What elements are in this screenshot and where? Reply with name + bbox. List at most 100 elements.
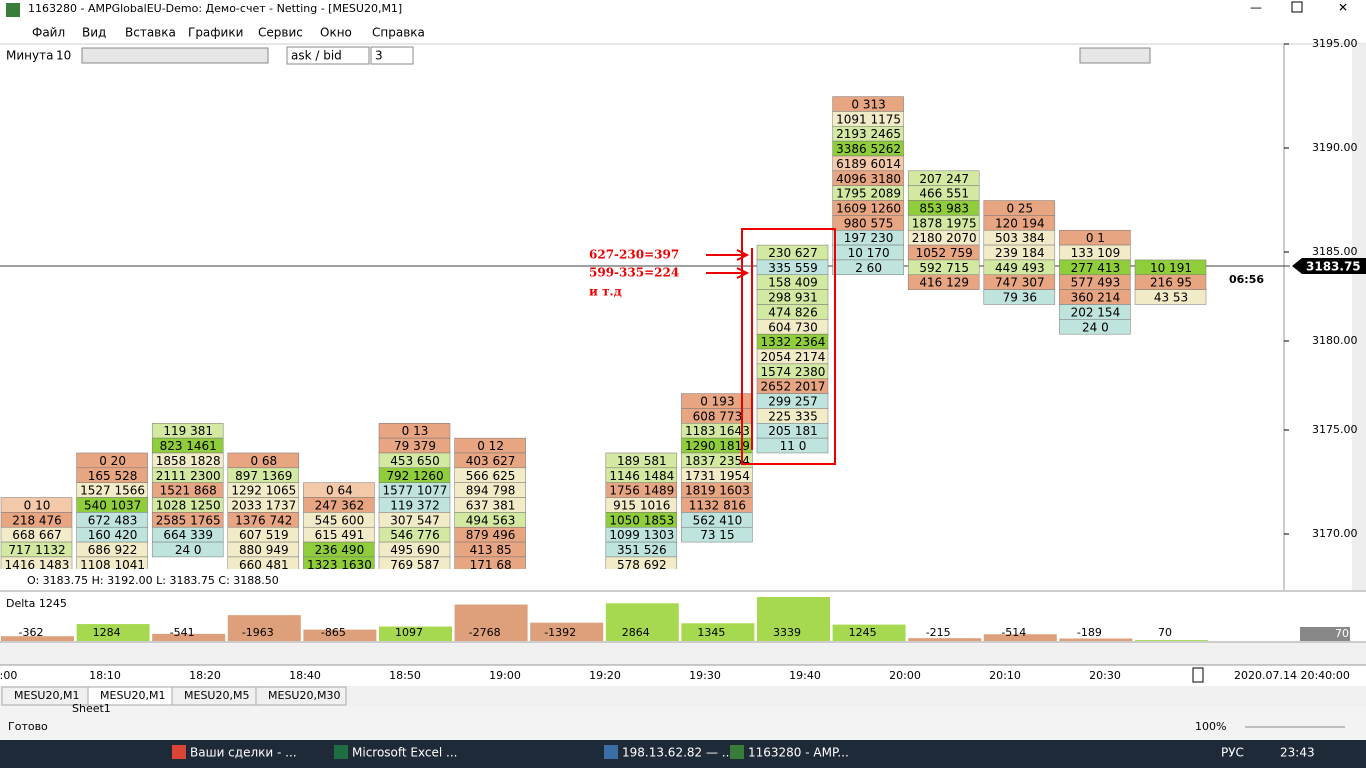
footprint-value: 495 690 — [390, 543, 440, 557]
mode-select[interactable] — [286, 46, 370, 65]
menu-item[interactable]: Вид — [82, 26, 106, 40]
delta-bar — [681, 623, 755, 641]
footprint-value: 236 490 — [315, 543, 365, 557]
maximize[interactable] — [1291, 1, 1303, 13]
footprint-value: 2585 1765 — [156, 513, 221, 527]
sheet[interactable]: Sheet1 — [72, 702, 111, 715]
timeframe[interactable]: Минута — [6, 49, 53, 63]
footprint-value: 1290 1819 — [685, 439, 750, 453]
footprint-value: 449 493 — [995, 261, 1045, 275]
footprint-value: 120 194 — [995, 216, 1045, 230]
delta-value: 1345 — [697, 626, 725, 639]
footprint-value: 604 730 — [768, 320, 818, 334]
footprint-value: 1837 2354 — [685, 454, 750, 468]
footprint-value: 1183 1643 — [685, 424, 750, 438]
taskbar — [0, 740, 1366, 768]
task-item[interactable]: Microsoft Excel ... — [352, 746, 457, 760]
scrollbar[interactable] — [1352, 44, 1366, 590]
task-icon — [334, 745, 348, 759]
delta-value: -1392 — [544, 626, 576, 639]
menu-item[interactable]: Вставка — [125, 26, 176, 40]
footprint-value: 503 384 — [995, 231, 1045, 245]
task-item[interactable]: 1163280 - AMP... — [748, 746, 849, 760]
minimize[interactable]: — — [1250, 1, 1262, 15]
footprint-value: 73 15 — [700, 528, 734, 542]
footprint-cell — [378, 556, 451, 569]
zoom: 100% — [1195, 720, 1226, 733]
footprint-value: 43 53 — [1154, 291, 1188, 305]
menu-item[interactable]: Справка — [372, 26, 425, 40]
price-label: 3185.00 — [1312, 245, 1358, 258]
mode[interactable]: ask / bid — [291, 49, 342, 63]
current-price-box — [1292, 258, 1366, 274]
price-label: 3190.00 — [1312, 141, 1358, 154]
footprint-cell — [76, 556, 148, 569]
footprint-value: 466 551 — [919, 187, 969, 201]
footprint-value: 1521 868 — [160, 484, 217, 498]
current-price: 3183.75 — [1306, 260, 1361, 274]
menu-item[interactable]: Сервис — [258, 26, 303, 40]
drawing-tools[interactable] — [81, 47, 269, 64]
footprint-cell — [605, 556, 678, 569]
footprint-value: 79 36 — [1003, 291, 1037, 305]
spacer — [0, 643, 1366, 665]
footprint-value: 299 257 — [768, 395, 818, 409]
task-item[interactable]: Ваши сделки - ... — [190, 746, 297, 760]
period[interactable]: 10 — [56, 49, 71, 63]
delta-value: -1963 — [242, 626, 274, 639]
close[interactable]: ✕ — [1338, 1, 1348, 15]
footprint-value: 668 667 — [12, 528, 62, 542]
menu-item[interactable]: Окно — [320, 26, 352, 40]
footprint-value: 2193 2465 — [836, 127, 901, 141]
scroll-marker — [1192, 667, 1204, 683]
delta-bar — [303, 629, 377, 641]
lang[interactable]: РУС — [1221, 746, 1244, 760]
footprint-value: 607 519 — [239, 528, 289, 542]
footprint-value: 416 129 — [919, 276, 969, 290]
delta-value: 1284 — [93, 626, 121, 639]
depth-spin[interactable] — [370, 46, 414, 65]
footprint-value: 2111 2300 — [156, 469, 221, 483]
tab-label: MESU20,M1 — [14, 689, 79, 702]
delta-bar — [76, 624, 150, 641]
menu-bar — [0, 22, 1366, 44]
footprint-value: 1132 816 — [689, 498, 746, 512]
footprint-value: 24 0 — [175, 543, 202, 557]
footprint-value: 608 773 — [693, 409, 743, 423]
delta-bar — [1, 636, 74, 641]
footprint-value: 133 109 — [1071, 246, 1121, 260]
task-item[interactable]: 198.13.62.82 — ... — [622, 746, 733, 760]
delta-value: -362 — [19, 626, 44, 639]
footprint-value: 894 798 — [466, 484, 516, 498]
annotation: 599-335=224 — [589, 266, 679, 280]
footprint-value: 915 1016 — [613, 498, 670, 512]
tool-buttons — [81, 47, 269, 64]
footprint-cell — [151, 541, 224, 558]
footprint-value: 664 339 — [163, 528, 213, 542]
task-icon — [172, 745, 186, 759]
footprint-value: 24 0 — [1082, 320, 1109, 334]
delta-bar — [832, 624, 906, 641]
footprint-cell — [907, 274, 980, 290]
footprint-value: 578 692 — [617, 558, 667, 572]
footprint-value: 1416 1483 — [5, 558, 70, 572]
footprint-value: 3386 5262 — [836, 142, 901, 156]
tab[interactable] — [255, 686, 347, 706]
title-bar — [0, 0, 1366, 22]
menu-item[interactable]: Файл — [32, 26, 65, 40]
depth[interactable]: 3 — [375, 49, 383, 63]
delta-value: 70 — [1158, 626, 1172, 639]
chart-buttons[interactable] — [1079, 47, 1151, 64]
footprint-value: 239 184 — [995, 246, 1045, 260]
window-title: 1163280 - AMPGlobalEU-Demo: Демо-счет - … — [28, 2, 402, 15]
menu-item[interactable]: Графики — [188, 26, 243, 40]
clock[interactable]: 23:43 — [1280, 746, 1315, 760]
footprint-value: 403 627 — [466, 454, 516, 468]
footprint-value: 592 715 — [919, 261, 969, 275]
delta-value: -514 — [1001, 626, 1026, 639]
footprint-value: 823 1461 — [160, 439, 217, 453]
tab-label: MESU20,M5 — [184, 689, 249, 702]
delta-value: -541 — [170, 626, 195, 639]
tab-label: MESU20,M30 — [268, 689, 340, 702]
